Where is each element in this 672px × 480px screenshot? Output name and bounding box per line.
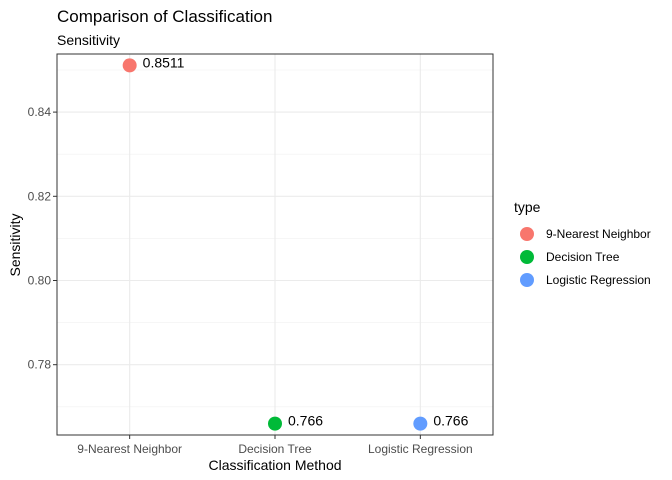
y-tick-label: 0.80 <box>28 273 52 287</box>
data-label: 0.766 <box>288 413 323 429</box>
data-label: 0.8511 <box>143 54 185 70</box>
data-point <box>122 58 137 73</box>
y-tick-label: 0.78 <box>28 358 52 372</box>
data-point <box>268 416 282 431</box>
x-tick-label: 9-Nearest Neighbor <box>77 442 182 456</box>
data-label: 0.766 <box>433 413 468 429</box>
plot-area: 0.78 0.80 0.82 0.84 9-Nearest Neighbor Decisi… <box>28 53 494 456</box>
legend-key <box>520 273 534 287</box>
chart-subtitle: Sensitivity <box>57 32 120 48</box>
x-tick-label: Decision Tree <box>238 442 312 456</box>
y-axis-title: Sensitivity <box>7 213 23 276</box>
chart-title: Comparison of Classification <box>57 7 272 26</box>
legend-title: type <box>514 199 541 215</box>
legend-label: Logistic Regression <box>546 273 651 287</box>
legend: type 9-Nearest Neighbor Decision Tree Logi… <box>514 199 651 287</box>
y-tick-label: 0.82 <box>28 189 52 203</box>
y-tick-label: 0.84 <box>28 105 52 119</box>
x-axis-title: Classification Method <box>208 457 341 473</box>
data-point <box>413 416 428 431</box>
x-tick-label: Logistic Regression <box>368 442 473 456</box>
legend-key <box>520 250 534 264</box>
legend-label: 9-Nearest Neighbor <box>546 227 651 241</box>
legend-label: Decision Tree <box>546 250 620 264</box>
legend-key <box>520 227 534 241</box>
